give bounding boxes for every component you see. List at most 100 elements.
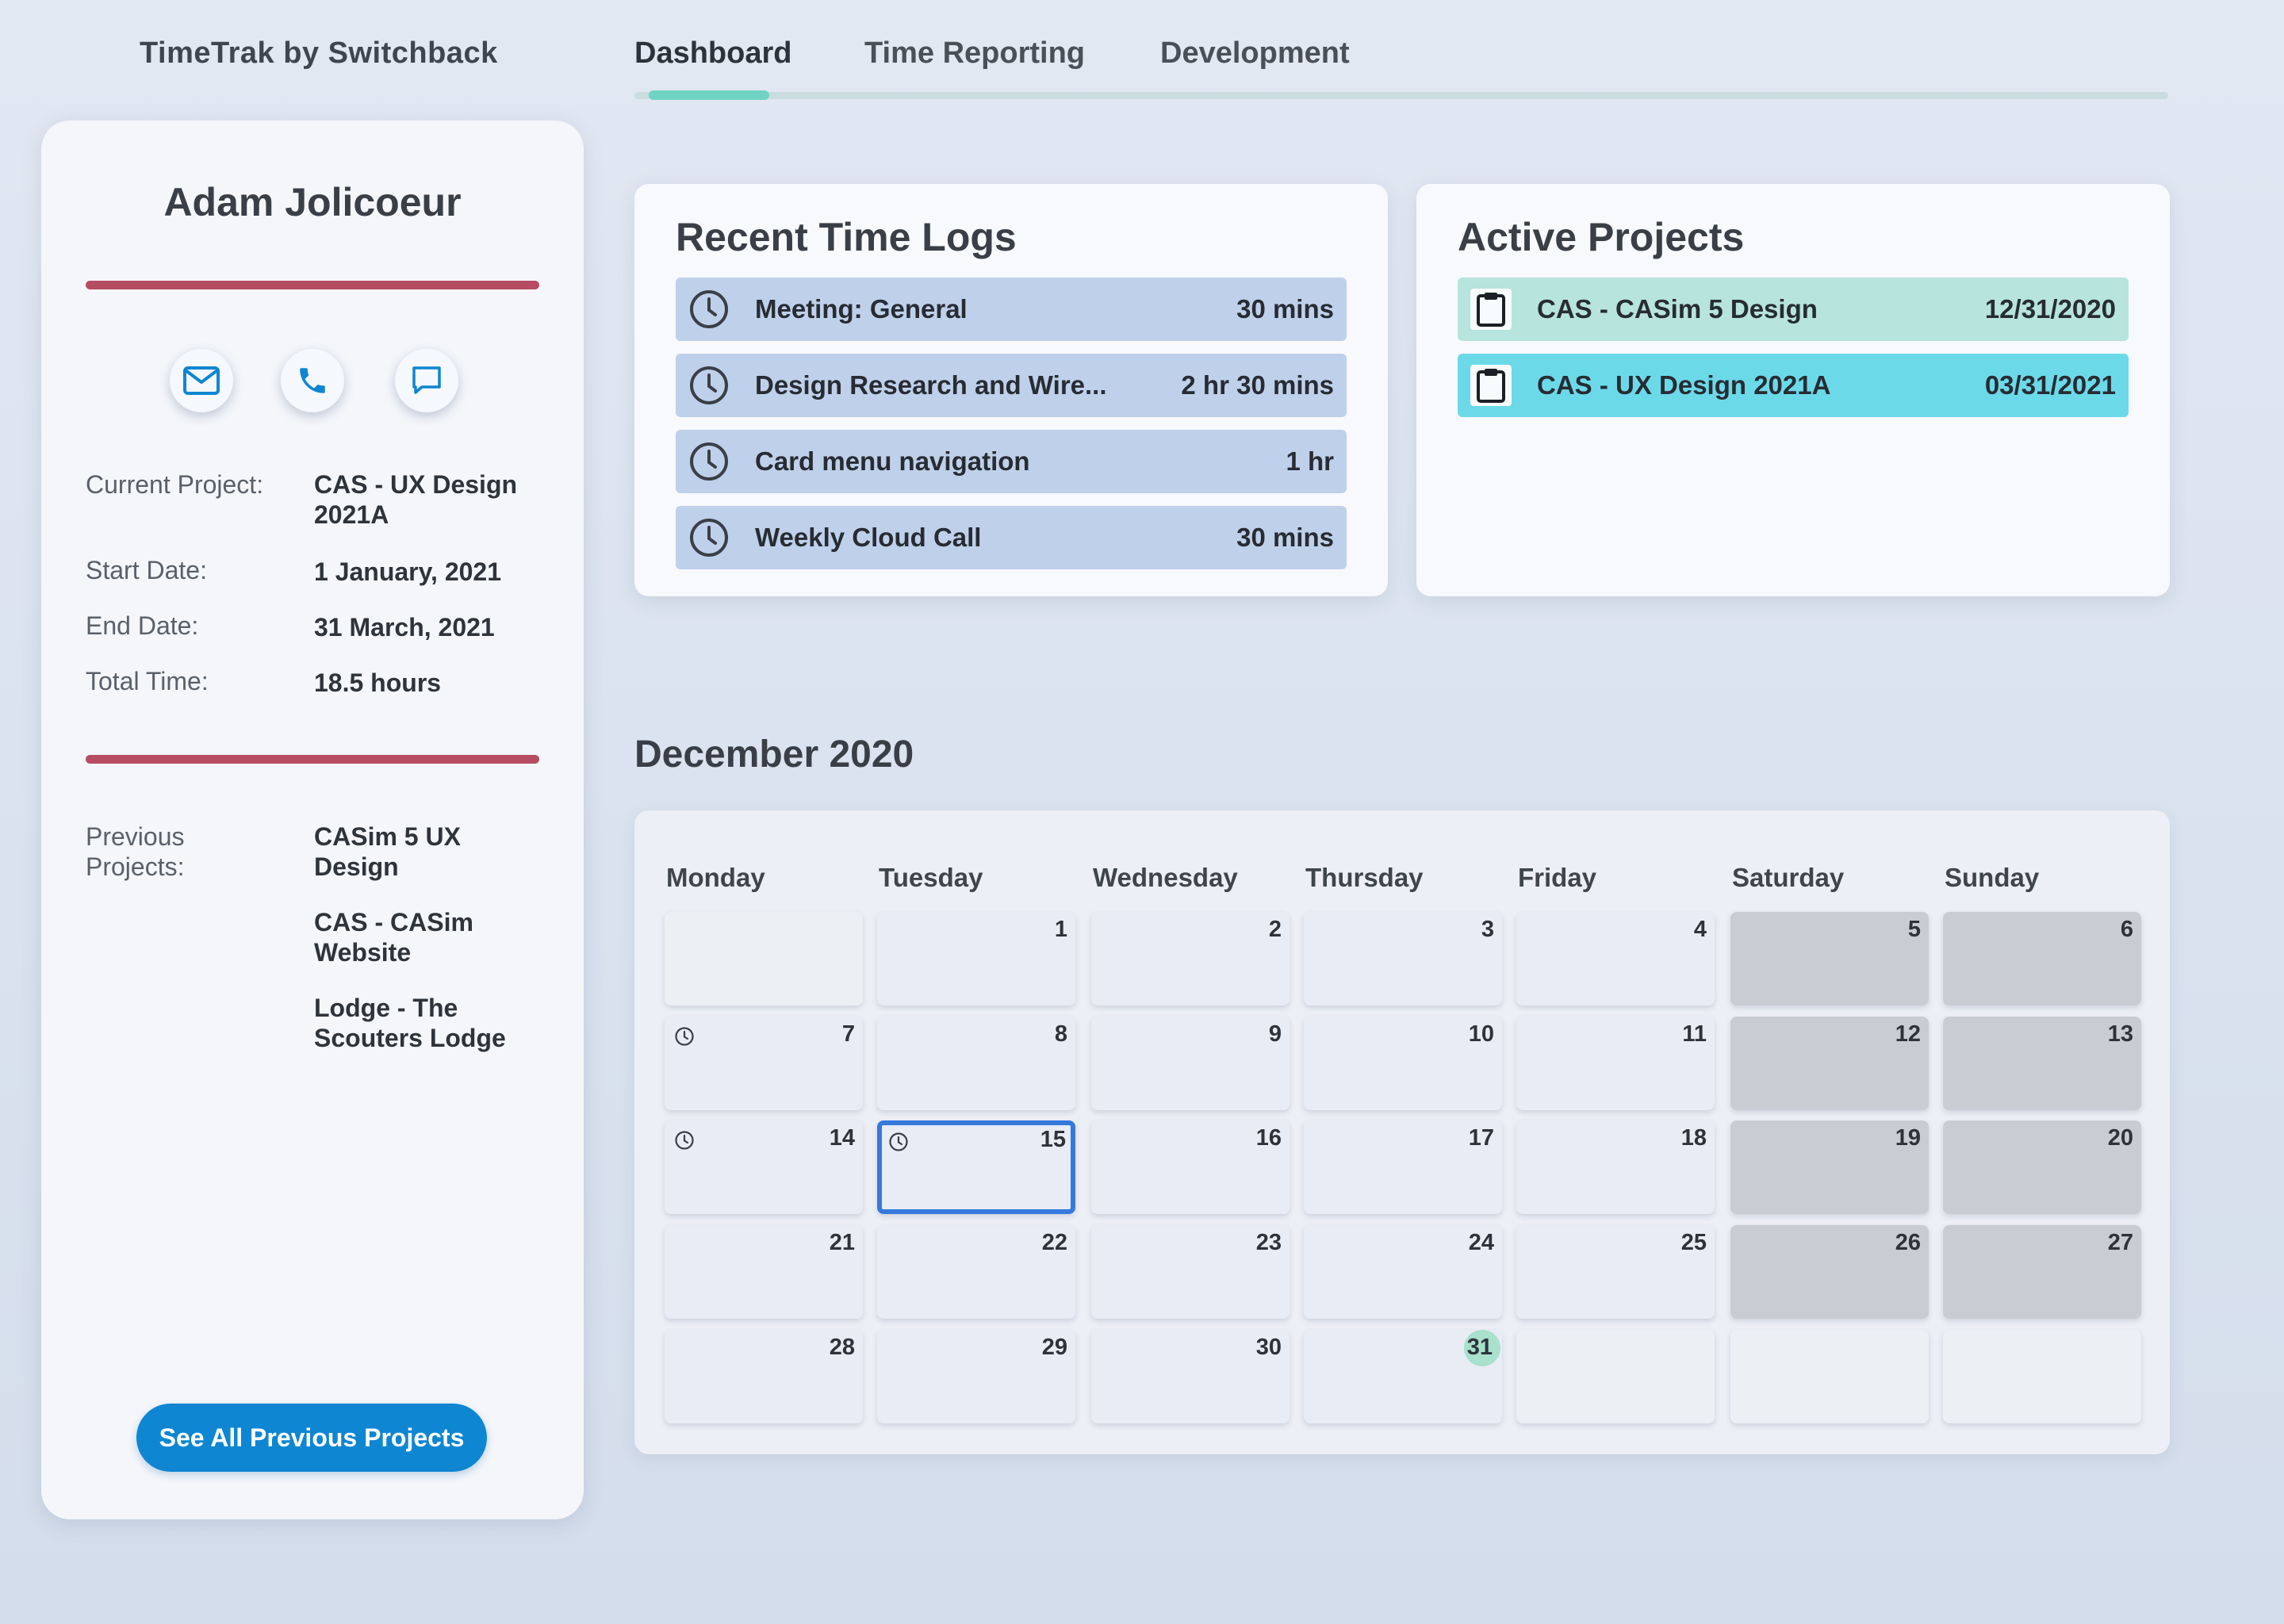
calendar-day-19[interactable]: 19 (1730, 1120, 1929, 1214)
calendar-day-7[interactable]: 7 (665, 1017, 863, 1110)
calendar-day-12[interactable]: 12 (1730, 1017, 1929, 1110)
time-log-row[interactable]: Meeting: General 30 mins (676, 278, 1347, 341)
tab-development[interactable]: Development (1160, 36, 1350, 70)
calendar-day-number: 23 (1255, 1230, 1282, 1255)
see-all-previous-projects-button[interactable]: See All Previous Projects (136, 1404, 487, 1472)
active-tab-indicator (649, 90, 769, 100)
calendar-day-25[interactable]: 25 (1516, 1225, 1715, 1319)
calendar-day-15[interactable]: 15 (877, 1120, 1075, 1214)
email-button[interactable] (170, 349, 233, 412)
calendar-day-number: 5 (1907, 917, 1921, 942)
calendar-day-number: 7 (841, 1021, 855, 1047)
calendar-day-number: 25 (1680, 1230, 1707, 1255)
calendar-month-title: December 2020 (634, 733, 914, 776)
calendar-day-24[interactable]: 24 (1304, 1225, 1502, 1319)
clock-icon (688, 441, 730, 482)
calendar-day-number: 29 (1041, 1335, 1067, 1360)
calendar-day-number: 27 (2107, 1230, 2133, 1255)
time-log-duration: 1 hr (1286, 446, 1334, 476)
calendar-day-number: 20 (2107, 1125, 2133, 1151)
time-log-label: Design Research and Wire... (755, 370, 1107, 400)
clock-icon (688, 289, 730, 330)
time-log-label: Meeting: General (755, 294, 968, 324)
calendar-day-20[interactable]: 20 (1943, 1120, 2141, 1214)
calendar-day-30[interactable]: 30 (1091, 1330, 1290, 1423)
weekday-header-sunday: Sunday (1945, 863, 2040, 892)
calendar-day-17[interactable]: 17 (1304, 1120, 1502, 1214)
start-date-value: 1 January, 2021 (314, 557, 502, 586)
calendar-day-21[interactable]: 21 (665, 1225, 863, 1319)
calendar-day-28[interactable]: 28 (665, 1330, 863, 1423)
calendar-day-number: 26 (1895, 1230, 1921, 1255)
phone-button[interactable] (281, 349, 344, 412)
time-log-row[interactable]: Card menu navigation 1 hr (676, 430, 1347, 493)
calendar-empty-cell (665, 912, 863, 1005)
clock-icon (674, 1130, 695, 1151)
clipboard-icon (1470, 289, 1512, 330)
time-log-row[interactable]: Weekly Cloud Call 30 mins (676, 506, 1347, 569)
calendar-day-number: 6 (2120, 917, 2133, 942)
calendar-day-number: 24 (1468, 1230, 1494, 1255)
calendar-day-number: 8 (1054, 1021, 1067, 1047)
calendar-day-number: 16 (1255, 1125, 1282, 1151)
weekday-header-saturday: Saturday (1732, 863, 1845, 892)
calendar-day-4[interactable]: 4 (1516, 912, 1715, 1005)
previous-project-item[interactable]: Lodge - The Scouters Lodge (314, 994, 506, 1052)
tab-track (634, 92, 2168, 99)
calendar-day-number: 3 (1481, 917, 1494, 942)
calendar-day-number: 10 (1468, 1021, 1494, 1047)
calendar-day-number: 17 (1468, 1125, 1494, 1151)
time-log-row[interactable]: Design Research and Wire... 2 hr 30 mins (676, 354, 1347, 417)
previous-project-item[interactable]: CAS - CASim Website (314, 908, 473, 967)
profile-divider-top (86, 281, 539, 289)
calendar-day-11[interactable]: 11 (1516, 1017, 1715, 1110)
calendar-day-number: 2 (1268, 917, 1282, 942)
weekday-header-monday: Monday (666, 863, 765, 892)
end-date-label: End Date: (86, 611, 199, 640)
weekday-header-friday: Friday (1518, 863, 1597, 892)
calendar-day-number: 19 (1895, 1125, 1921, 1151)
calendar-day-18[interactable]: 18 (1516, 1120, 1715, 1214)
message-button[interactable] (395, 349, 458, 412)
calendar-day-1[interactable]: 1 (877, 912, 1075, 1005)
previous-project-item[interactable]: CASim 5 UX Design (314, 822, 461, 881)
calendar-day-3[interactable]: 3 (1304, 912, 1502, 1005)
calendar-day-10[interactable]: 10 (1304, 1017, 1502, 1110)
calendar-day-9[interactable]: 9 (1091, 1017, 1290, 1110)
current-project-label: Current Project: (86, 470, 264, 499)
clock-icon (688, 365, 730, 406)
calendar-day-5[interactable]: 5 (1730, 912, 1929, 1005)
calendar-day-27[interactable]: 27 (1943, 1225, 2141, 1319)
tab-time-reporting[interactable]: Time Reporting (864, 36, 1085, 70)
calendar-day-6[interactable]: 6 (1943, 912, 2141, 1005)
calendar-day-number: 12 (1895, 1021, 1921, 1047)
active-project-row[interactable]: CAS - UX Design 2021A 03/31/2021 (1458, 354, 2129, 417)
active-project-row[interactable]: CAS - CASim 5 Design 12/31/2020 (1458, 278, 2129, 341)
calendar-day-16[interactable]: 16 (1091, 1120, 1290, 1214)
tab-dashboard[interactable]: Dashboard (634, 36, 792, 70)
today-indicator (1464, 1330, 1500, 1366)
calendar-day-number: 30 (1255, 1335, 1282, 1360)
calendar-day-14[interactable]: 14 (665, 1120, 863, 1214)
calendar-day-31[interactable]: 31 (1304, 1330, 1502, 1423)
calendar-day-8[interactable]: 8 (877, 1017, 1075, 1110)
calendar-empty-cell (1943, 1330, 2141, 1423)
calendar-day-23[interactable]: 23 (1091, 1225, 1290, 1319)
calendar-day-number: 4 (1693, 917, 1707, 942)
calendar-day-number: 11 (1682, 1021, 1707, 1047)
weekday-header-thursday: Thursday (1305, 863, 1424, 892)
time-log-duration: 2 hr 30 mins (1181, 370, 1334, 400)
calendar-day-2[interactable]: 2 (1091, 912, 1290, 1005)
calendar-day-13[interactable]: 13 (1943, 1017, 2141, 1110)
total-time-value: 18.5 hours (314, 668, 442, 697)
calendar-day-22[interactable]: 22 (877, 1225, 1075, 1319)
calendar-day-29[interactable]: 29 (877, 1330, 1075, 1423)
current-project-value: CAS - UX Design 2021A (314, 470, 518, 529)
time-log-label: Card menu navigation (755, 446, 1030, 476)
calendar-empty-cell (1516, 1330, 1715, 1423)
total-time-label: Total Time: (86, 667, 209, 695)
weekday-header-tuesday: Tuesday (879, 863, 983, 892)
calendar-day-number: 1 (1054, 917, 1067, 942)
active-projects-panel: Active Projects CAS - CASim 5 Design 12/… (1416, 184, 2170, 596)
calendar-day-26[interactable]: 26 (1730, 1225, 1929, 1319)
